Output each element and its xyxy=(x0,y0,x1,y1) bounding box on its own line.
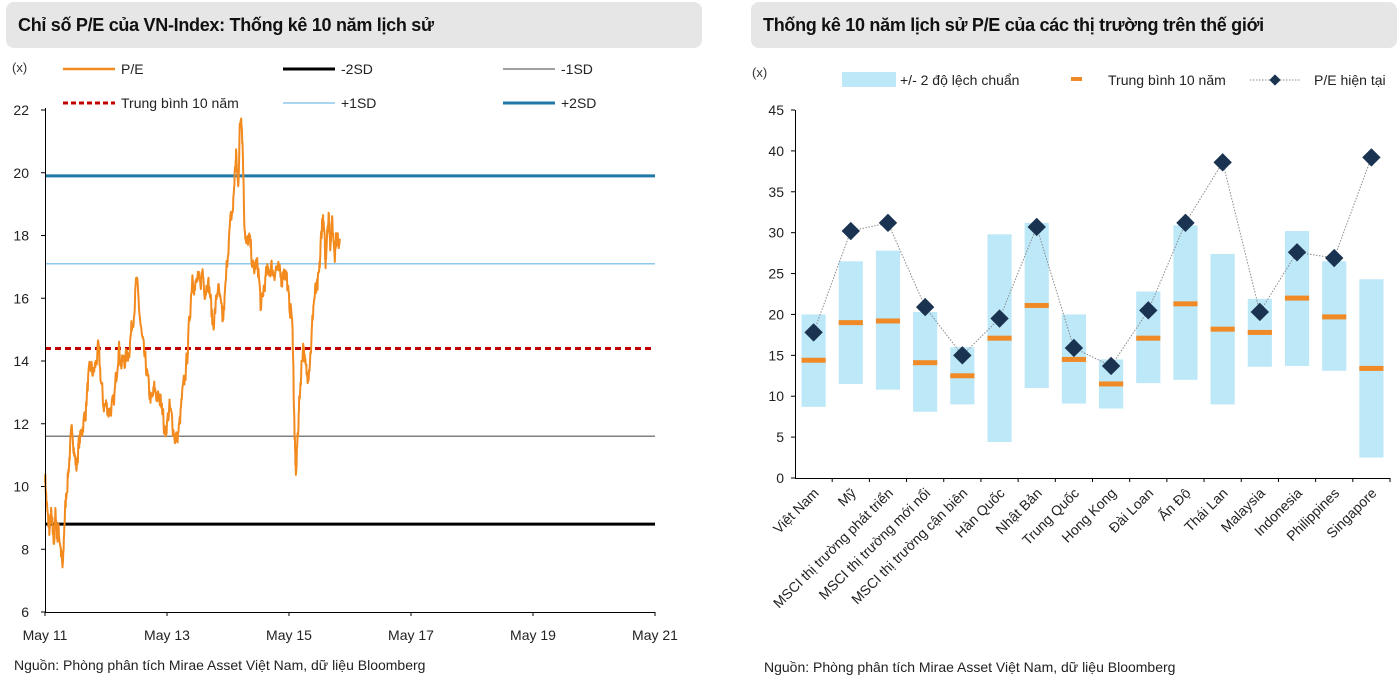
mean-mark xyxy=(838,320,863,326)
y-tick-label: 40 xyxy=(768,143,784,159)
pe-history-chart: (x) P/E -2SD -1SD Trung bình 10 năm +1SD +2SD… xyxy=(12,60,678,643)
mean-mark xyxy=(1322,314,1347,320)
left-y-axis: 6 8 10 12 14 16 18 20 22 xyxy=(13,102,45,620)
legend-swatch-mean xyxy=(1071,77,1082,81)
y-tick-label: 25 xyxy=(768,266,784,282)
current-pe-point xyxy=(1287,243,1307,262)
x-tick-label: May 21 xyxy=(632,627,678,643)
current-pe-points xyxy=(804,148,1381,376)
current-pe-point xyxy=(1325,248,1344,268)
mean-mark xyxy=(1173,301,1198,307)
right-mean-marks xyxy=(801,295,1384,387)
x-tick-label: May 13 xyxy=(144,627,190,643)
y-tick-label: 6 xyxy=(21,604,29,620)
legend-label: +/- 2 độ lệch chuẩn xyxy=(900,72,1019,88)
current-pe-point xyxy=(841,221,860,241)
y-tick-label: 18 xyxy=(13,228,29,244)
legend-label: -1SD xyxy=(561,61,593,77)
legend-label: -2SD xyxy=(341,61,373,77)
y-tick-label: 16 xyxy=(13,290,29,306)
mean-mark xyxy=(1099,381,1124,387)
legend-swatch-point xyxy=(1269,74,1281,86)
current-pe-point xyxy=(1139,301,1158,320)
current-pe-point xyxy=(953,346,972,365)
current-pe-point xyxy=(1101,356,1121,376)
legend-label: P/E xyxy=(121,61,144,77)
mean-mark xyxy=(1061,356,1086,362)
legend-label: P/E hiện tại xyxy=(1314,72,1386,88)
mean-mark xyxy=(1024,302,1049,308)
right-legend: +/- 2 độ lệch chuẩn Trung bình 10 năm P/E … xyxy=(842,72,1386,88)
right-chart-title: Thống kê 10 năm lịch sử P/E của các thị … xyxy=(751,2,1397,48)
current-pe-point xyxy=(990,309,1009,328)
y-tick-label: 10 xyxy=(13,479,29,495)
legend-swatch-range xyxy=(842,72,896,87)
y-tick-label: 30 xyxy=(768,225,784,241)
left-chart-title: Chỉ số P/E của VN-Index: Thống kê 10 năm… xyxy=(6,2,702,48)
mean-mark xyxy=(987,335,1012,341)
x-tick-label: May 15 xyxy=(266,627,312,643)
right-source-note: Nguồn: Phòng phân tích Mirae Asset Việt … xyxy=(764,659,1176,675)
y-tick-label: 45 xyxy=(768,102,784,118)
current-pe-point xyxy=(915,297,935,317)
left-source-note: Nguồn: Phòng phân tích Mirae Asset Việt … xyxy=(14,657,426,673)
mean-mark xyxy=(1359,365,1384,371)
mean-mark xyxy=(1136,335,1161,341)
mean-mark xyxy=(950,373,975,379)
x-tick-label: May 17 xyxy=(388,627,434,643)
left-x-axis: May 11 May 13 May 15 May 17 May 19 May 21 xyxy=(23,612,678,643)
left-legend: P/E -2SD -1SD Trung bình 10 năm +1SD +2SD xyxy=(63,61,596,111)
legend-label: +1SD xyxy=(341,95,376,111)
current-pe-point xyxy=(1064,338,1084,358)
y-tick-label: 12 xyxy=(13,416,29,432)
mean-mark xyxy=(875,318,901,324)
mean-mark xyxy=(913,360,938,366)
x-category-label: Mỹ xyxy=(834,485,859,510)
current-pe-line xyxy=(813,157,1372,367)
y-tick-label: 20 xyxy=(13,165,29,181)
y-tick-label: 22 xyxy=(13,102,29,118)
x-category-label: Việt Nam xyxy=(770,485,822,537)
current-pe-point xyxy=(1027,217,1046,237)
mean-mark xyxy=(1284,295,1310,301)
current-pe-point xyxy=(804,323,823,342)
y-tick-label: 15 xyxy=(768,347,784,363)
current-pe-point xyxy=(878,213,898,233)
legend-label: +2SD xyxy=(561,95,596,111)
y-tick-label: 8 xyxy=(21,541,29,557)
y-tick-label: 14 xyxy=(13,353,29,369)
legend-label: Trung bình 10 năm xyxy=(1108,72,1226,88)
left-unit-label: (x) xyxy=(12,60,27,75)
right-unit-label: (x) xyxy=(752,65,767,80)
y-tick-label: 20 xyxy=(768,306,784,322)
y-tick-label: 5 xyxy=(776,429,784,445)
x-tick-label: May 19 xyxy=(510,627,556,643)
current-pe-point xyxy=(1362,148,1381,167)
y-tick-label: 0 xyxy=(776,470,784,486)
mean-mark xyxy=(1210,326,1235,332)
current-pe-point xyxy=(1213,153,1232,172)
right-y-axis: 0 5 10 15 20 25 30 35 40 45 xyxy=(768,102,795,486)
y-tick-label: 10 xyxy=(768,388,784,404)
current-pe-point xyxy=(1176,213,1195,233)
world-pe-chart: (x) +/- 2 độ lệch chuẩn Trung bình 10 năm… xyxy=(752,65,1391,611)
pe-series-line xyxy=(44,117,341,569)
y-tick-label: 35 xyxy=(768,184,784,200)
x-tick-label: May 11 xyxy=(23,627,68,643)
mean-mark xyxy=(801,357,826,363)
left-sd-lines xyxy=(45,174,655,526)
legend-label: Trung bình 10 năm xyxy=(121,95,239,111)
mean-mark xyxy=(1247,329,1272,335)
